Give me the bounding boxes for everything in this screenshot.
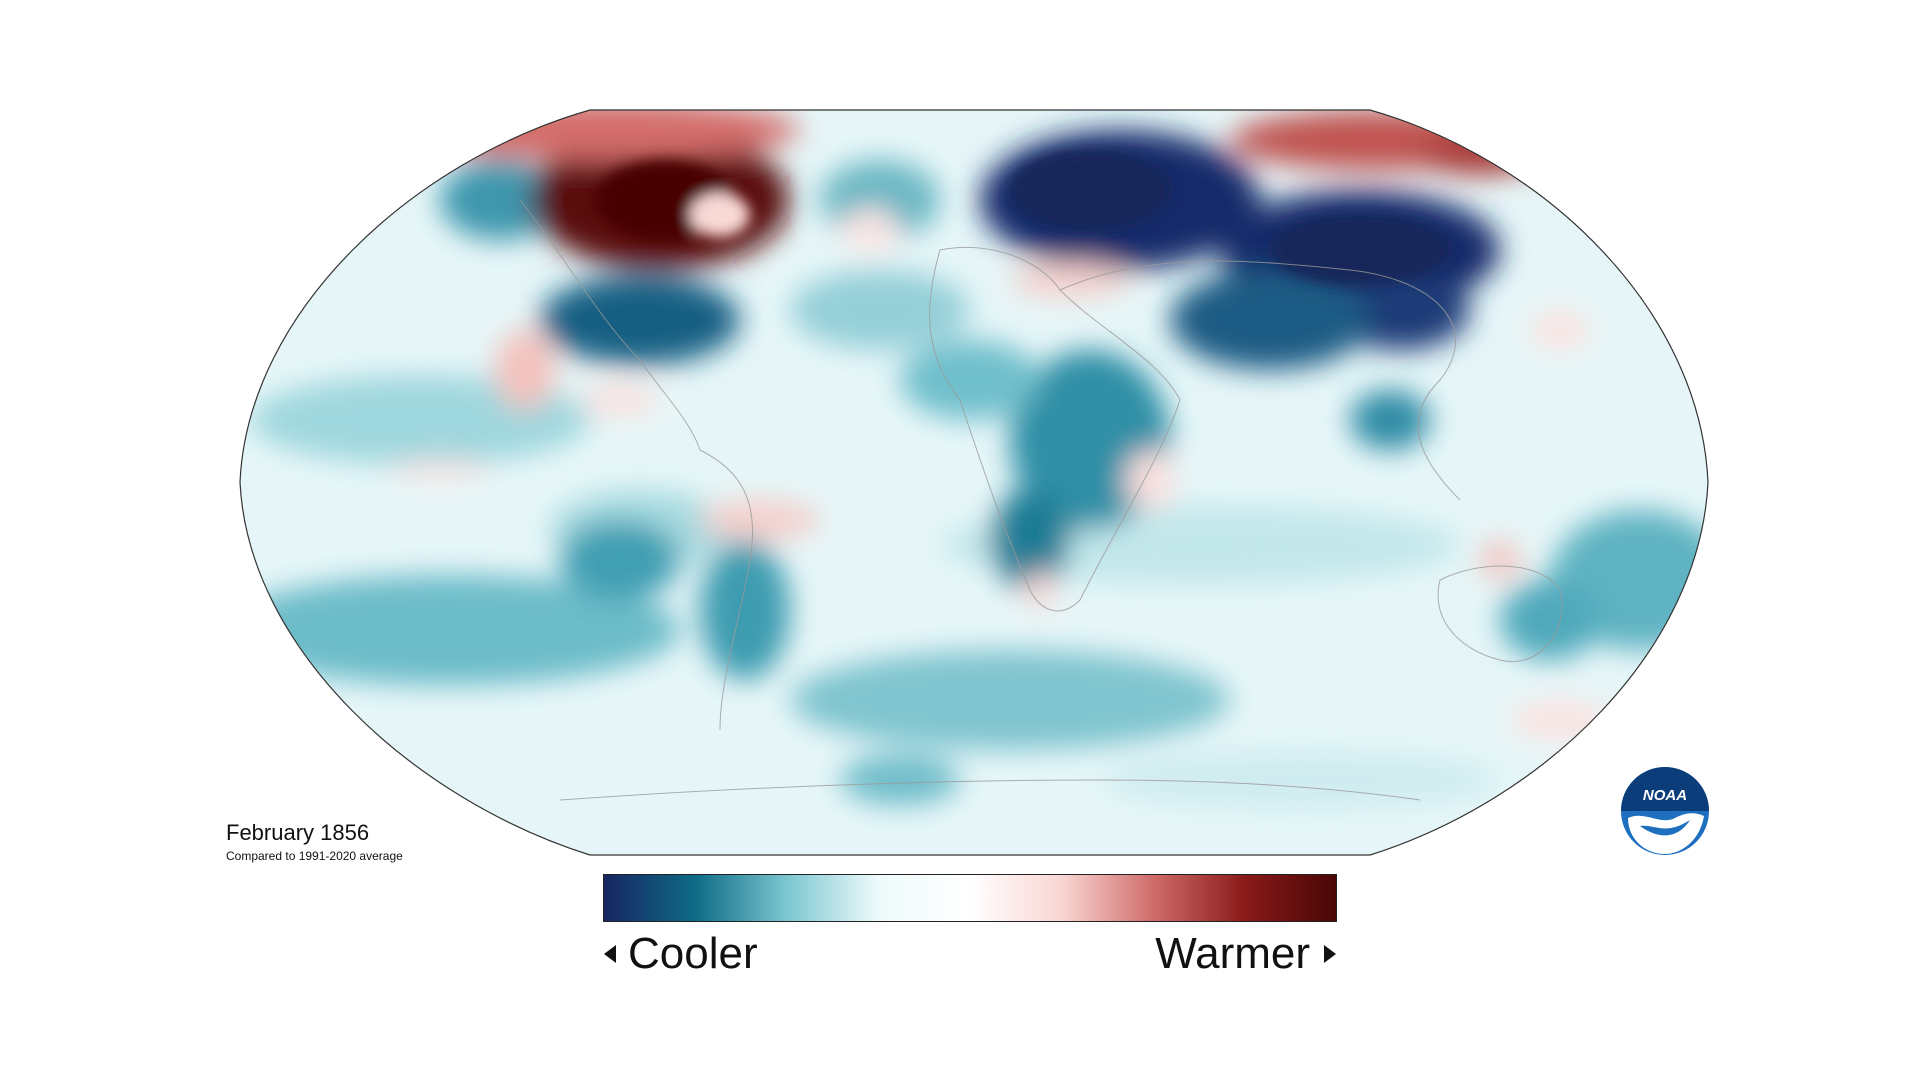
cooler-label-group: Cooler bbox=[604, 932, 758, 976]
color-scale-bar bbox=[603, 874, 1337, 922]
noaa-logo-icon: NOAA bbox=[1621, 767, 1709, 855]
triangle-right-icon bbox=[1324, 945, 1336, 963]
noaa-logo-text: NOAA bbox=[1643, 787, 1687, 804]
map-title: February 1856 bbox=[226, 820, 370, 845]
triangle-left-icon bbox=[604, 945, 616, 963]
globe-outline bbox=[239, 109, 1709, 856]
coastlines bbox=[519, 199, 1563, 801]
map-subtitle: Compared to 1991-2020 average bbox=[226, 849, 403, 863]
warmer-label: Warmer bbox=[1155, 929, 1310, 978]
anomaly-field bbox=[240, 110, 1708, 855]
cooler-label: Cooler bbox=[628, 929, 758, 978]
warmer-label-group: Warmer bbox=[1155, 932, 1336, 976]
